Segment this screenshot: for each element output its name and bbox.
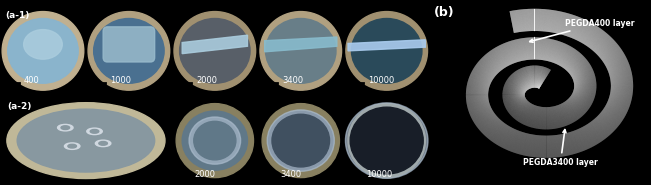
Text: 3400: 3400 — [280, 169, 301, 179]
Polygon shape — [182, 35, 247, 54]
Ellipse shape — [7, 103, 165, 179]
Text: PEGDA3400 layer: PEGDA3400 layer — [523, 130, 598, 167]
Ellipse shape — [260, 11, 342, 90]
Ellipse shape — [99, 142, 107, 145]
Ellipse shape — [23, 30, 62, 59]
Ellipse shape — [64, 143, 80, 149]
Ellipse shape — [182, 111, 247, 170]
Ellipse shape — [352, 18, 422, 83]
Polygon shape — [265, 37, 337, 52]
Ellipse shape — [266, 18, 336, 83]
Text: (a-1): (a-1) — [5, 11, 29, 20]
Ellipse shape — [354, 111, 419, 170]
Ellipse shape — [57, 124, 73, 131]
Text: 3400: 3400 — [282, 76, 303, 85]
Text: PEGDA400 layer: PEGDA400 layer — [530, 18, 635, 42]
Ellipse shape — [366, 121, 408, 160]
Ellipse shape — [61, 126, 70, 130]
Ellipse shape — [280, 121, 322, 160]
Text: 400: 400 — [24, 76, 40, 85]
Ellipse shape — [368, 124, 405, 157]
Ellipse shape — [358, 114, 415, 167]
Polygon shape — [348, 40, 425, 51]
Ellipse shape — [68, 144, 76, 148]
Ellipse shape — [197, 124, 233, 157]
Ellipse shape — [96, 140, 111, 147]
Ellipse shape — [87, 128, 102, 135]
Ellipse shape — [268, 111, 333, 170]
Text: 2000: 2000 — [196, 76, 217, 85]
Ellipse shape — [275, 117, 327, 164]
Ellipse shape — [346, 103, 428, 178]
Ellipse shape — [90, 130, 99, 133]
Ellipse shape — [283, 124, 319, 157]
Text: 2000: 2000 — [194, 169, 215, 179]
Text: (a-2): (a-2) — [7, 102, 31, 111]
Ellipse shape — [353, 110, 420, 171]
Ellipse shape — [348, 104, 425, 178]
Ellipse shape — [8, 18, 78, 83]
Ellipse shape — [202, 128, 228, 153]
Ellipse shape — [88, 11, 170, 90]
Ellipse shape — [180, 18, 250, 83]
Ellipse shape — [350, 107, 423, 174]
Ellipse shape — [268, 110, 334, 171]
Ellipse shape — [262, 104, 339, 178]
Text: 1000: 1000 — [110, 76, 131, 85]
Text: 10000: 10000 — [366, 169, 393, 179]
Ellipse shape — [176, 104, 253, 178]
Ellipse shape — [2, 11, 84, 90]
Ellipse shape — [194, 121, 236, 160]
FancyBboxPatch shape — [103, 27, 155, 62]
Text: (b): (b) — [434, 6, 454, 18]
Text: 10000: 10000 — [368, 76, 394, 85]
Ellipse shape — [346, 11, 428, 90]
Ellipse shape — [189, 117, 241, 164]
Ellipse shape — [94, 18, 164, 83]
Ellipse shape — [361, 117, 413, 164]
Ellipse shape — [272, 114, 329, 167]
Ellipse shape — [374, 128, 400, 153]
Ellipse shape — [174, 11, 256, 90]
Ellipse shape — [288, 128, 314, 153]
Ellipse shape — [17, 109, 155, 172]
